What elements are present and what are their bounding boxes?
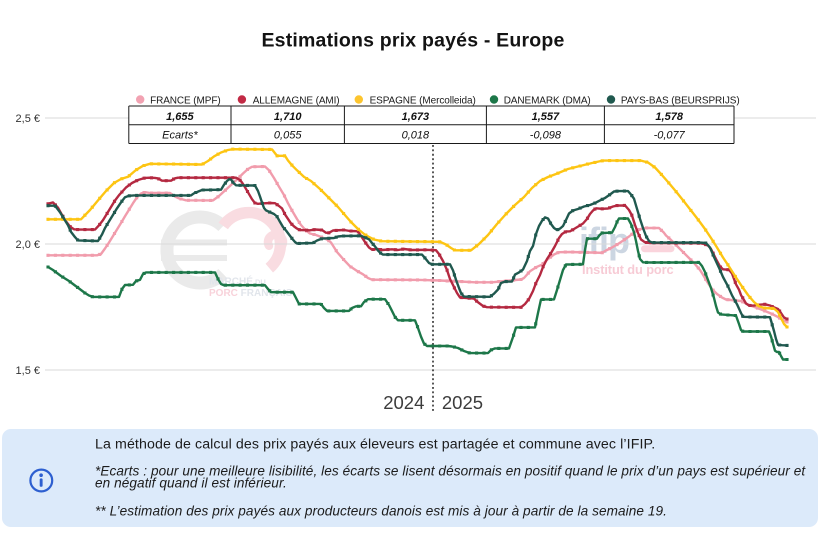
svg-text:PAYS-BAS (BEURSPRIJS): PAYS-BAS (BEURSPRIJS) xyxy=(621,96,740,107)
svg-text:** L’estimation des prix payés: ** L’estimation des prix payés aux produ… xyxy=(95,503,667,518)
svg-text:ALLEMAGNE (AMI): ALLEMAGNE (AMI) xyxy=(253,96,340,107)
svg-text:Ecarts*: Ecarts* xyxy=(162,129,198,141)
svg-text:ESPAGNE (Mercolleida): ESPAGNE (Mercolleida) xyxy=(370,96,476,107)
svg-text:1,578: 1,578 xyxy=(655,111,683,123)
svg-text:DANEMARK (DMA): DANEMARK (DMA) xyxy=(504,96,591,107)
svg-text:La méthode de calcul des prix: La méthode de calcul des prix payés aux … xyxy=(95,436,655,452)
svg-text:1,655: 1,655 xyxy=(166,111,194,123)
svg-text:Estimations prix payés - Europ: Estimations prix payés - Europe xyxy=(261,30,564,52)
svg-text:-0,098: -0,098 xyxy=(530,129,562,141)
svg-text:1,557: 1,557 xyxy=(532,111,560,123)
svg-text:PORC FRANÇAIS: PORC FRANÇAIS xyxy=(209,288,293,299)
svg-text:2,0 €: 2,0 € xyxy=(16,239,40,251)
svg-text:0,018: 0,018 xyxy=(402,129,430,141)
svg-text:2,5 €: 2,5 € xyxy=(16,113,40,125)
svg-text:*Ecarts : pour une meilleure l: *Ecarts : pour une meilleure lisibilité,… xyxy=(95,464,806,479)
svg-text:1,673: 1,673 xyxy=(402,111,430,123)
svg-text:-0,077: -0,077 xyxy=(654,129,686,141)
svg-text:1,710: 1,710 xyxy=(274,111,302,123)
svg-text:2024: 2024 xyxy=(383,392,424,413)
svg-text:en négatif quand il est inféri: en négatif quand il est inférieur. xyxy=(95,475,287,490)
svg-text:FRANCE (MPF): FRANCE (MPF) xyxy=(150,96,220,107)
svg-text:Institut du porc: Institut du porc xyxy=(582,262,674,277)
svg-text:1,5 €: 1,5 € xyxy=(16,365,40,377)
svg-text:0,055: 0,055 xyxy=(274,129,302,141)
svg-text:2025: 2025 xyxy=(442,392,483,413)
